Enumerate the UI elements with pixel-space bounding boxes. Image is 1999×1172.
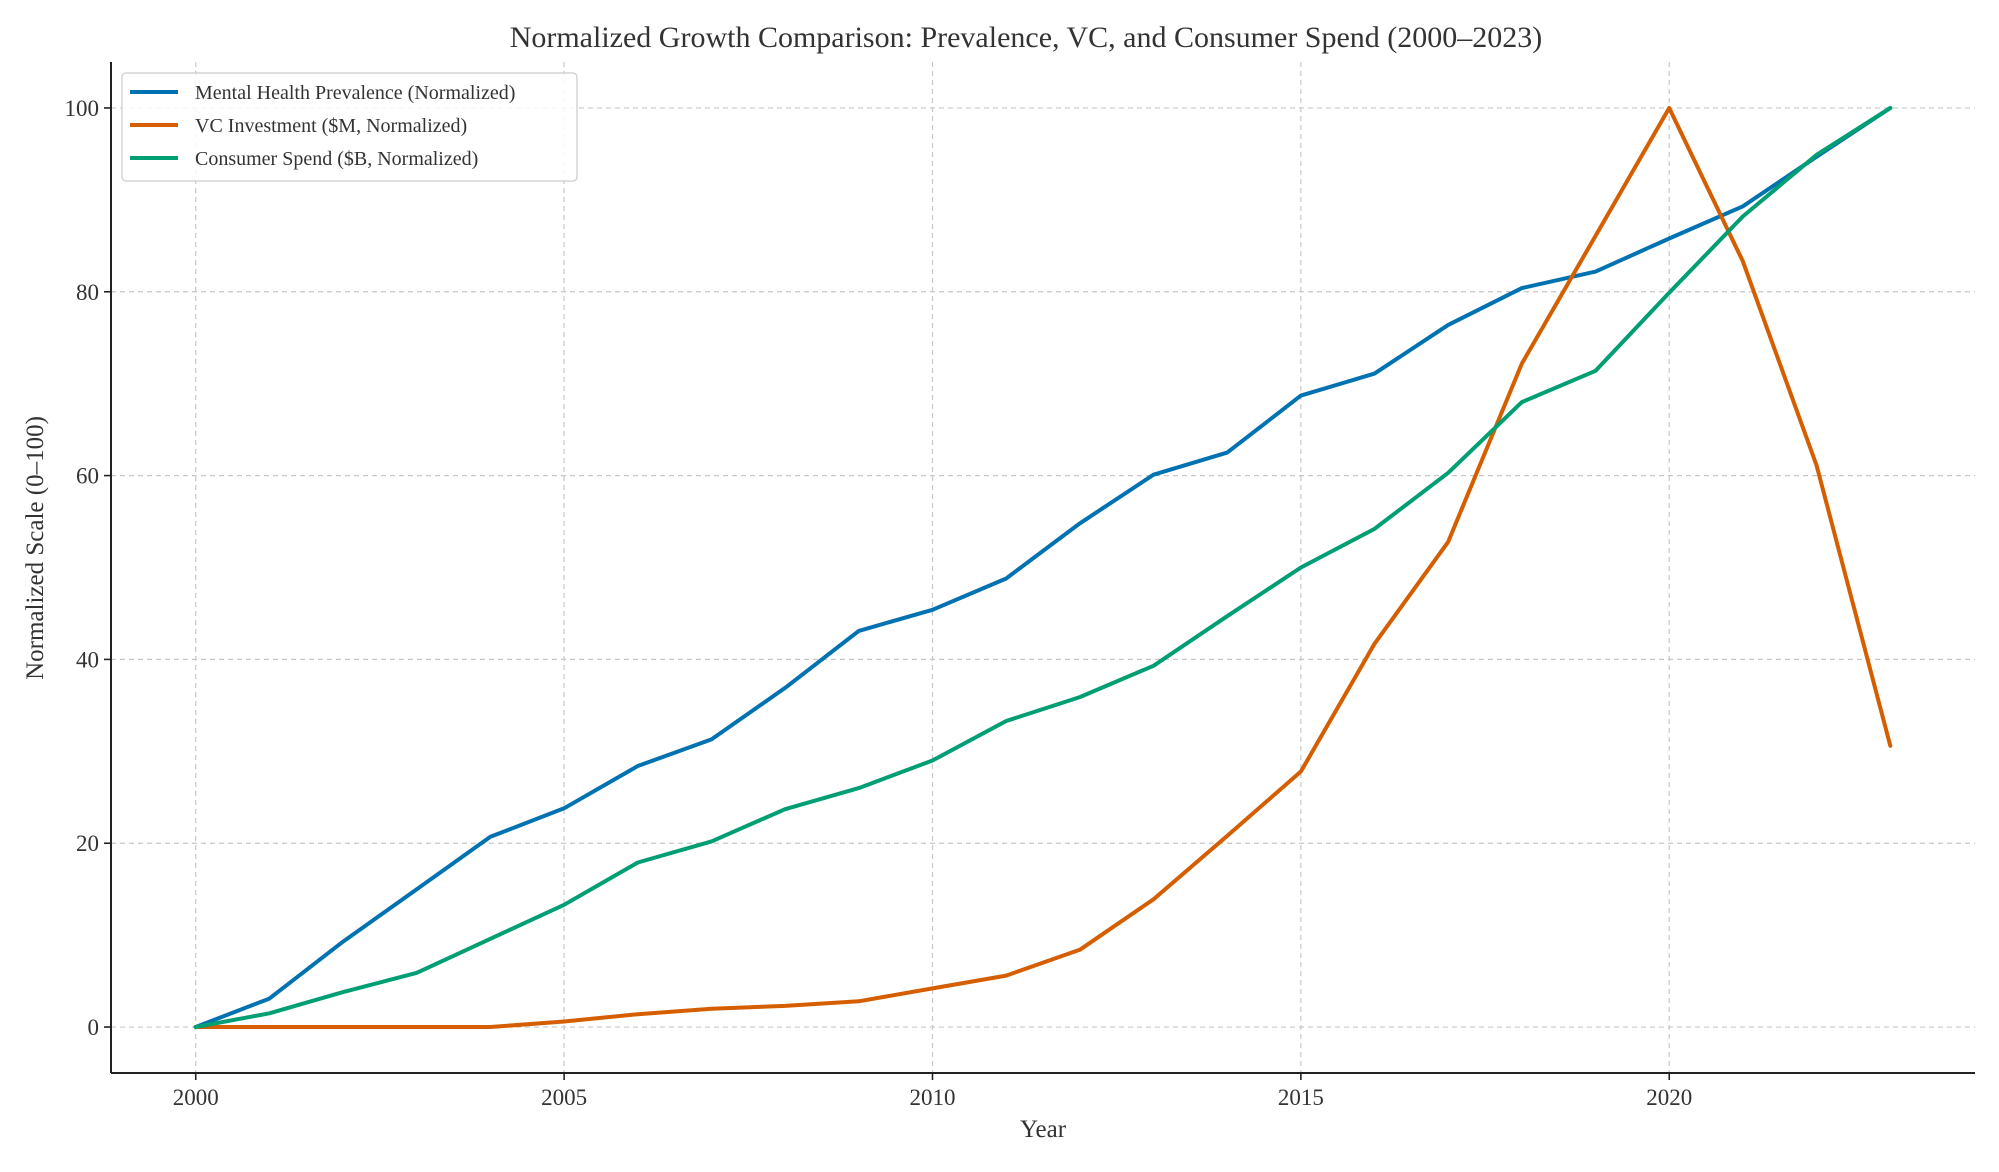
- y-axis-label: Normalized Scale (0–100): [22, 416, 49, 680]
- series-layer: [193, 106, 1893, 1029]
- x-tick-label: 2020: [1646, 1085, 1692, 1110]
- x-axis-label: Year: [1020, 1116, 1067, 1143]
- legend-entry-label: Mental Health Prevalence (Normalized): [195, 82, 515, 104]
- chart-title: Normalized Growth Comparison: Prevalence…: [510, 21, 1543, 54]
- y-tick-label: 0: [88, 1015, 100, 1040]
- legend-entry-label: VC Investment ($M, Normalized): [195, 115, 467, 137]
- y-tick-label: 20: [76, 831, 99, 856]
- legend: Mental Health Prevalence (Normalized) VC …: [121, 72, 578, 182]
- x-tick-label: 2015: [1278, 1085, 1324, 1110]
- legend-entry-label: Consumer Spend ($B, Normalized): [195, 148, 478, 170]
- y-tick-label: 40: [76, 647, 99, 672]
- series-line-2: [193, 106, 1893, 1029]
- x-tick-label: 2000: [173, 1085, 219, 1110]
- grid-layer: [111, 62, 1975, 1073]
- y-tick-label: 60: [76, 464, 99, 489]
- y-tick-label: 80: [76, 280, 99, 305]
- legend-box: [121, 72, 578, 182]
- x-tick-label: 2005: [541, 1085, 587, 1110]
- x-tick-label: 2010: [909, 1085, 955, 1110]
- series-line-3: [193, 106, 1893, 1029]
- y-tick-label: 100: [65, 96, 100, 121]
- series-line-1: [193, 106, 1893, 1029]
- axes-layer: 2000 2005 2010 2015 2020 0 20 40 60 80 100: [65, 62, 1975, 1110]
